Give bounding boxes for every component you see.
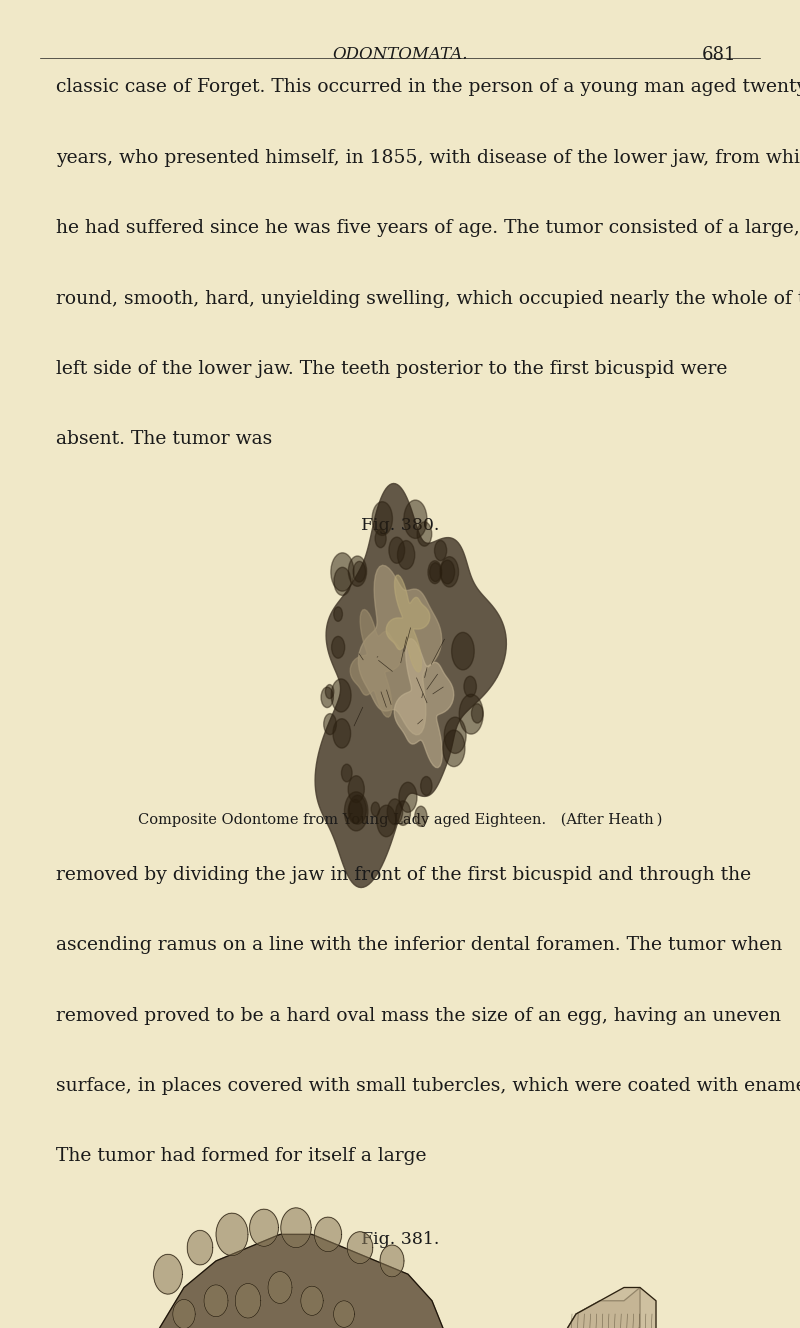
Circle shape <box>334 567 351 595</box>
Circle shape <box>404 501 427 538</box>
Polygon shape <box>386 575 430 672</box>
Text: ODONTOMATA.: ODONTOMATA. <box>332 46 468 64</box>
Circle shape <box>421 777 432 795</box>
Circle shape <box>452 632 474 669</box>
Text: ascending ramus on a line with the inferior dental foramen. The tumor when: ascending ramus on a line with the infer… <box>56 936 782 955</box>
Polygon shape <box>314 1218 342 1251</box>
Text: Fig. 380.: Fig. 380. <box>361 517 439 534</box>
Text: 681: 681 <box>702 46 736 65</box>
Polygon shape <box>144 1235 448 1328</box>
Polygon shape <box>268 1272 292 1303</box>
Circle shape <box>345 791 368 831</box>
Circle shape <box>349 795 366 825</box>
Circle shape <box>434 540 446 560</box>
Circle shape <box>417 522 432 546</box>
Polygon shape <box>350 610 402 717</box>
Polygon shape <box>204 1286 228 1316</box>
Circle shape <box>389 537 405 563</box>
Polygon shape <box>315 483 506 887</box>
Polygon shape <box>216 1214 248 1255</box>
Circle shape <box>444 717 466 753</box>
Text: round, smooth, hard, unyielding swelling, which occupied nearly the whole of the: round, smooth, hard, unyielding swelling… <box>56 290 800 308</box>
Polygon shape <box>380 1246 404 1276</box>
Circle shape <box>430 563 441 582</box>
Circle shape <box>459 695 483 734</box>
Text: The tumor had formed for itself a large: The tumor had formed for itself a large <box>56 1147 426 1166</box>
Circle shape <box>326 684 334 699</box>
Circle shape <box>398 540 414 570</box>
Circle shape <box>348 776 364 802</box>
Circle shape <box>331 552 354 591</box>
Circle shape <box>440 560 454 584</box>
Circle shape <box>396 801 410 826</box>
Circle shape <box>333 718 350 748</box>
Polygon shape <box>187 1231 213 1264</box>
Text: removed by dividing the jaw in front of the first bicuspid and through the: removed by dividing the jaw in front of … <box>56 866 751 884</box>
Text: years, who presented himself, in 1855, with disease of the lower jaw, from which: years, who presented himself, in 1855, w… <box>56 149 800 167</box>
Circle shape <box>377 805 396 837</box>
Circle shape <box>387 799 402 825</box>
Polygon shape <box>301 1287 323 1315</box>
Circle shape <box>321 687 334 708</box>
Circle shape <box>324 713 336 734</box>
Polygon shape <box>281 1208 311 1247</box>
Text: left side of the lower jaw. The teeth posterior to the first bicuspid were: left side of the lower jaw. The teeth po… <box>56 360 727 378</box>
Text: removed proved to be a hard oval mass the size of an egg, having an uneven: removed proved to be a hard oval mass th… <box>56 1007 781 1025</box>
Text: Composite Odontome from Young Lady aged Eighteen. (After Heath ): Composite Odontome from Young Lady aged … <box>138 813 662 827</box>
Polygon shape <box>394 639 454 768</box>
Circle shape <box>372 502 393 535</box>
Circle shape <box>348 556 366 586</box>
Text: classic case of Forget. This occurred in the person of a young man aged twenty: classic case of Forget. This occurred in… <box>56 78 800 97</box>
Polygon shape <box>560 1288 656 1328</box>
Circle shape <box>353 562 366 582</box>
Circle shape <box>331 679 351 712</box>
Text: absent. The tumor was: absent. The tumor was <box>56 430 272 449</box>
Circle shape <box>471 704 483 722</box>
Circle shape <box>443 730 465 766</box>
Polygon shape <box>136 1288 640 1328</box>
Polygon shape <box>154 1255 182 1293</box>
Circle shape <box>399 782 417 813</box>
Text: he had suffered since he was five years of age. The tumor consisted of a large,: he had suffered since he was five years … <box>56 219 800 238</box>
Polygon shape <box>173 1300 195 1328</box>
Polygon shape <box>358 566 442 734</box>
Polygon shape <box>334 1301 354 1327</box>
Circle shape <box>464 676 477 697</box>
Polygon shape <box>250 1210 278 1246</box>
Circle shape <box>342 764 352 782</box>
Polygon shape <box>347 1232 373 1263</box>
Circle shape <box>375 530 386 547</box>
Circle shape <box>440 556 458 587</box>
Text: Fig. 381.: Fig. 381. <box>361 1231 439 1248</box>
Circle shape <box>334 607 342 622</box>
Circle shape <box>414 806 427 826</box>
Text: surface, in places covered with small tubercles, which were coated with enamel.: surface, in places covered with small tu… <box>56 1077 800 1096</box>
Circle shape <box>371 802 380 817</box>
Circle shape <box>428 560 442 584</box>
Circle shape <box>331 636 345 659</box>
Polygon shape <box>235 1284 261 1317</box>
Circle shape <box>348 799 362 823</box>
